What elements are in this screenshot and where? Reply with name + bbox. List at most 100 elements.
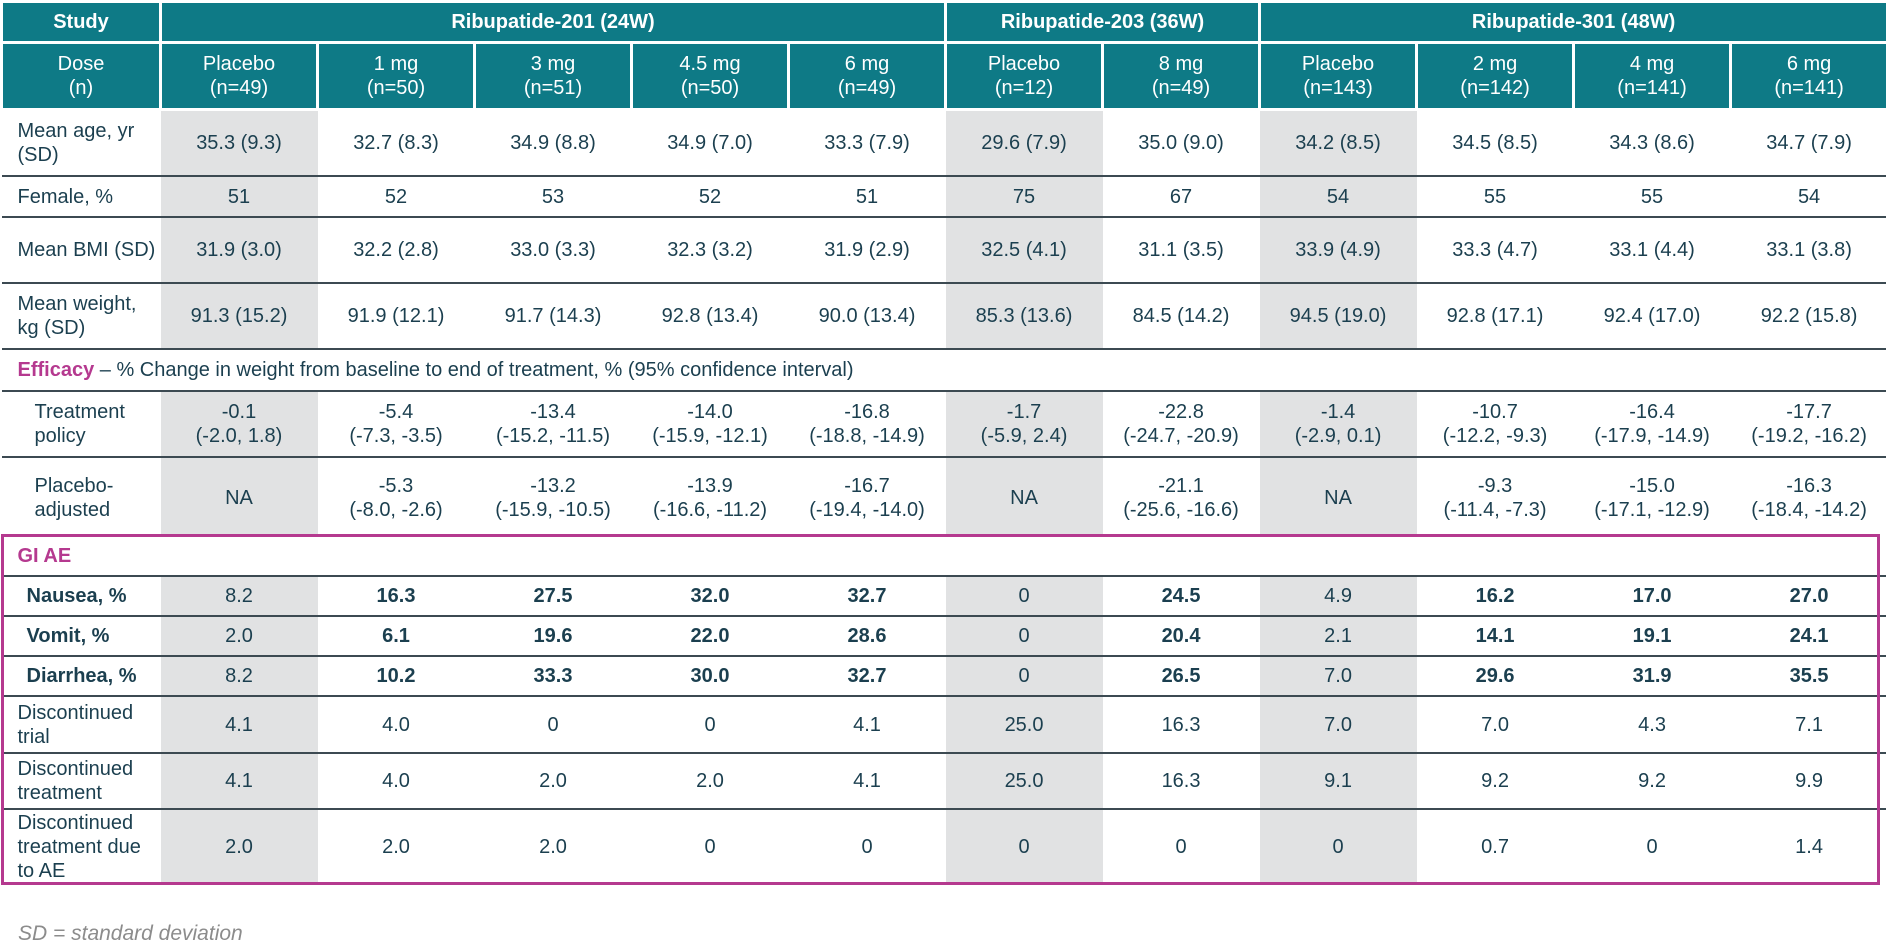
table-cell: -16.4 (-17.9, -14.9) (1573, 391, 1731, 458)
arm-header: 4.5 mg (n=50) (630, 41, 790, 111)
study-label: Study (0, 0, 162, 44)
table-cell: 7.0 (1259, 696, 1417, 754)
arm-dose: 3 mg (530, 53, 576, 75)
row-label: Diarrhea, % (1, 656, 161, 697)
table-cell: 91.7 (14.3) (474, 283, 632, 350)
table-cell: 32.7 (788, 576, 946, 617)
row-label-line: Discontinued (17, 701, 134, 724)
row-label-line: (SD) (17, 144, 59, 166)
table-cell: 8.2 (160, 576, 318, 617)
table-cell: 4.1 (160, 753, 318, 810)
table-cell: 2.0 (160, 809, 318, 884)
table-row-mean-bmi: Mean BMI (SD) 31.9 (3.0) 32.2 (2.8) 33.0… (1, 217, 1886, 284)
table-cell: 52 (317, 176, 475, 218)
table-cell: 34.3 (8.6) (1573, 109, 1731, 177)
table-cell: 2.0 (631, 753, 789, 810)
table-row-discontinued-due-to-ae: Discontinued treatment due to AE 2.0 2.0 2… (2, 809, 1886, 884)
estimate: -9.3 (1477, 474, 1513, 497)
table-cell: 9.9 (1730, 753, 1886, 810)
estimate: -16.4 (1629, 401, 1675, 423)
table-cell: -22.8 (-24.7, -20.9) (1102, 391, 1260, 458)
row-label: Vomit, % (1, 616, 161, 657)
table-cell: 25.0 (945, 696, 1103, 754)
table-row-vomit: Vomit, % 2.0 6.1 19.6 22.0 28.6 0 20.4 2… (1, 616, 1886, 657)
row-label: Mean weight, kg (SD) (1, 283, 161, 350)
arm-dose: 6 mg (1786, 53, 1832, 75)
table-cell: 35.0 (9.0) (1102, 109, 1260, 177)
table-cell: -13.9 (-16.6, -11.2) (632, 457, 789, 537)
table-cell: 16.2 (1416, 576, 1574, 617)
arm-n: (n=49) (1151, 77, 1211, 99)
table-cell: 26.5 (1102, 656, 1260, 697)
study-header-row: Study Ribupatide-201 (24W) Ribupatide-20… (0, 0, 1886, 44)
table-cell: 0 (704, 836, 716, 858)
row-label: Mean age, yr (SD) (1, 109, 161, 177)
table-cell: 14.1 (1416, 616, 1574, 657)
table-cell: 90.0 (13.4) (788, 283, 946, 350)
estimate: -21.1 (1158, 474, 1204, 497)
confidence-interval: (-8.0, -2.6) (349, 498, 443, 521)
table-cell: 35.3 (9.3) (160, 109, 318, 177)
table-row-mean-weight: Mean weight, kg (SD) 91.3 (15.2) 91.9 (12… (1, 283, 1886, 350)
table-cell: 0 (474, 696, 632, 754)
table-cell: 24.5 (1102, 576, 1260, 617)
arm-header: 6 mg (n=141) (1729, 41, 1886, 111)
confidence-interval: (-15.9, -10.5) (495, 498, 611, 521)
table-cell: 27.5 (474, 576, 632, 617)
table-cell: 19.1 (1573, 616, 1731, 657)
confidence-interval: (-12.2, -9.3) (1442, 425, 1548, 447)
table-cell: 7.1 (1730, 696, 1886, 754)
table-row-nausea: Nausea, % 8.2 16.3 27.5 32.0 32.7 0 24.5… (1, 576, 1886, 617)
row-label-line: to AE (17, 860, 66, 882)
arm-dose: 4.5 mg (679, 53, 741, 75)
table-cell: 4.1 (160, 696, 318, 754)
table-cell: -21.1 (-25.6, -16.6) (1103, 457, 1260, 537)
estimate: -0.1 (221, 401, 257, 423)
arm-n: (n=50) (366, 77, 426, 99)
table-cell: 51 (160, 176, 318, 218)
arm-dose: Placebo (987, 53, 1061, 75)
table-cell: 0 (945, 809, 1103, 884)
confidence-interval: (-11.4, -7.3) (1443, 498, 1547, 521)
table-cell: -14.0 (-15.9, -12.1) (631, 391, 789, 458)
table-cell: 33.3 (7.9) (788, 109, 946, 177)
table-cell: 94.5 (19.0) (1259, 283, 1417, 350)
table-cell: 20.4 (1102, 616, 1260, 657)
row-label-line: Discontinued (17, 812, 134, 834)
table-cell: -1.4 (-2.9, 0.1) (1259, 391, 1417, 458)
table-cell: 0 (1175, 836, 1187, 858)
footnote: SD = standard deviation (18, 922, 243, 945)
table-cell: 33.1 (3.8) (1730, 217, 1886, 284)
table-cell: -13.4 (-15.2, -11.5) (474, 391, 632, 458)
row-label-line: Treatment (34, 401, 125, 423)
estimate: -13.2 (530, 474, 576, 497)
row-label-line: Mean age, yr (17, 120, 135, 142)
table-row-discontinued-treatment: Discontinued treatment 4.1 4.0 2.0 2.0 4.… (1, 753, 1886, 810)
table-cell: 34.9 (7.0) (631, 109, 789, 177)
estimate: -1.7 (1006, 401, 1042, 423)
confidence-interval: (-19.4, -14.0) (809, 498, 925, 521)
table-cell: 2.1 (1259, 616, 1417, 657)
arm-n: (n=49) (837, 77, 897, 99)
table-cell: 31.9 (1573, 656, 1731, 697)
table-cell: 2.0 (382, 836, 410, 858)
table-cell: 0 (1259, 809, 1417, 884)
table-cell: 35.5 (1730, 656, 1886, 697)
confidence-interval: (-7.3, -3.5) (349, 425, 443, 447)
table-cell: 33.9 (4.9) (1259, 217, 1417, 284)
efficacy-description: – % Change in weight from baseline to en… (94, 359, 854, 381)
table-cell: 29.6 (7.9) (945, 109, 1103, 177)
table-cell: 16.3 (317, 576, 475, 617)
row-label: Female, % (1, 176, 161, 218)
arm-dose: 1 mg (373, 53, 419, 75)
table-cell: 1.4 (1795, 836, 1823, 858)
table-row-female: Female, % 51 52 53 52 51 75 67 54 55 55 … (1, 176, 1886, 218)
table-cell: -10.7 (-12.2, -9.3) (1416, 391, 1574, 458)
table-cell: 34.5 (8.5) (1416, 109, 1574, 177)
table-cell: 91.3 (15.2) (160, 283, 318, 350)
table-cell: -9.3 (-11.4, -7.3) (1417, 457, 1574, 537)
gi-ae-section-row: GI AE (1, 537, 1886, 577)
table-cell: 32.5 (4.1) (945, 217, 1103, 284)
table-cell: 53 (474, 176, 632, 218)
row-label: Discontinued treatment due to AE (2, 809, 161, 884)
